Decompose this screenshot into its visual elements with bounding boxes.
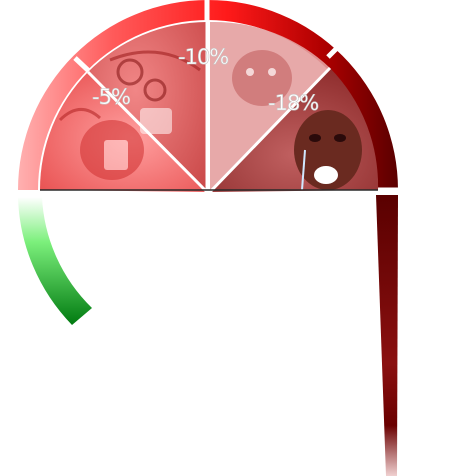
screaming-face-center-icon	[109, 50, 201, 134]
segment-right-label: -18%	[268, 91, 318, 115]
segment-right-upper	[210, 21, 330, 192]
segment-center-label: -10%	[178, 45, 228, 69]
green-arc	[18, 197, 92, 325]
right-bar	[376, 195, 398, 476]
crying-man-face-icon	[294, 110, 362, 191]
segment-center	[88, 22, 207, 192]
segment-left	[39, 72, 207, 192]
screaming-face-left-icon	[58, 108, 144, 180]
segment-right	[210, 68, 379, 192]
segment-left-label: -5%	[92, 85, 130, 109]
crying-man-right-icon	[232, 50, 292, 106]
